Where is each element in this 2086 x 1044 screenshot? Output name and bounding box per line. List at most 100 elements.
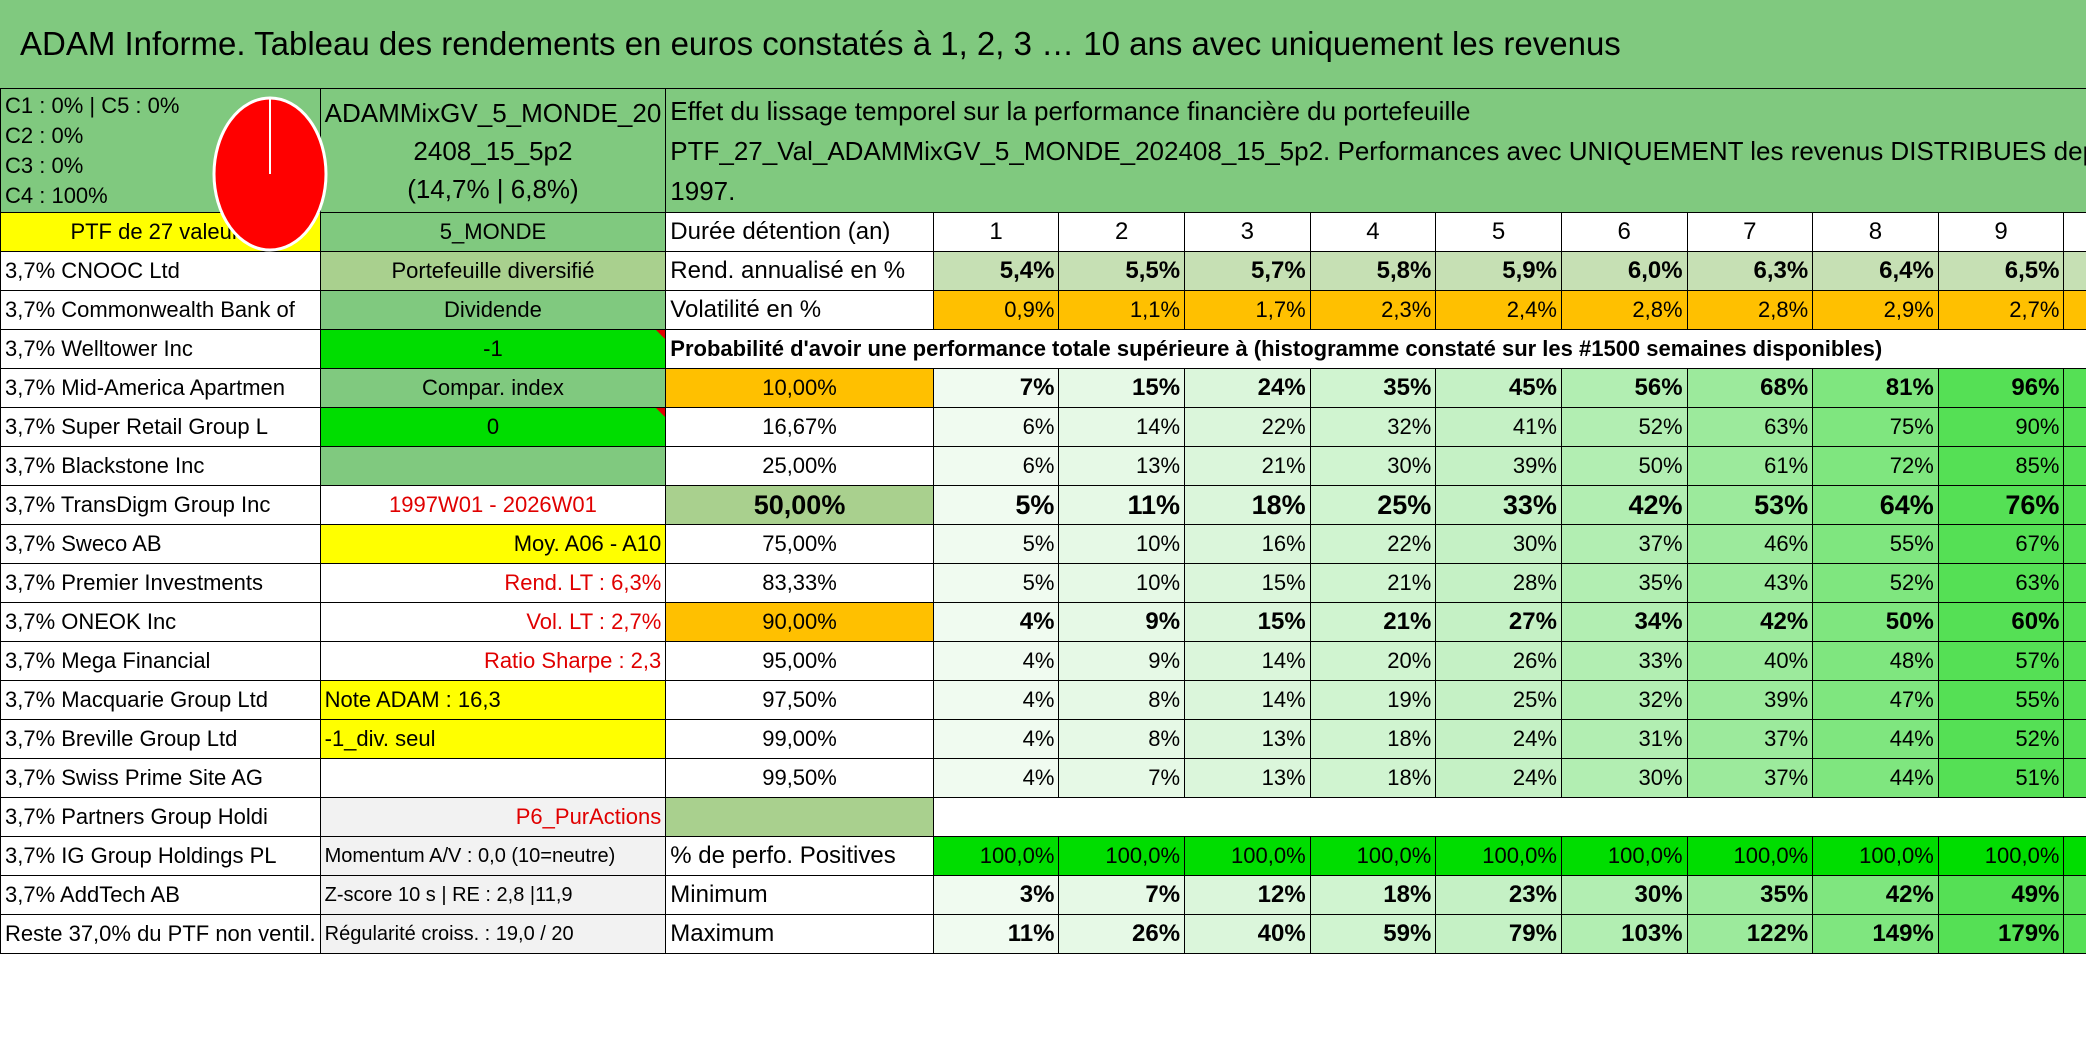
volatility-value: 2,4% — [2063, 290, 2086, 330]
probability-value: 40% — [1686, 641, 1814, 681]
probability-value: 8% — [1058, 680, 1186, 720]
minimum-value: 3% — [932, 875, 1060, 915]
table-row: 3,7% ONEOK Inc Vol. LT : 2,7% 90,00% 4% 9% 15… — [0, 602, 2086, 642]
portfolio-name-line: 2408_15_5p2 — [413, 135, 573, 166]
probability-value: 37% — [1560, 524, 1688, 564]
probability-value: 48% — [1812, 641, 1939, 681]
probability-value: 50% — [1560, 446, 1688, 486]
minimum-value: 7% — [1058, 875, 1186, 915]
portfolio-name-line: ADAMMixGV_5_MONDE_20 — [324, 97, 662, 128]
probability-value: 90% — [1937, 407, 2065, 447]
probability-value: 22% — [1309, 524, 1437, 564]
probability-value: 21% — [1184, 446, 1311, 486]
maximum-value: 122% — [1686, 914, 1814, 954]
volatility-value: 1,1% — [1058, 290, 1186, 330]
blank-cell — [319, 446, 667, 486]
portfolio-name-line: (14,7% | 6,8%) — [407, 173, 579, 204]
probability-value: 11% — [1058, 485, 1186, 525]
probability-threshold: 10,00% — [665, 368, 934, 408]
positive-value: 100,0% — [1435, 836, 1562, 876]
probability-value: 18% — [1309, 758, 1437, 798]
probability-value: 39% — [1686, 680, 1814, 720]
probability-value: 42% — [1686, 602, 1814, 642]
probability-threshold: 99,00% — [665, 719, 934, 759]
probability-value: 27% — [1435, 602, 1562, 642]
probability-value: 31% — [1560, 719, 1688, 759]
probability-value: 20% — [1309, 641, 1437, 681]
probability-value: 41% — [1435, 407, 1562, 447]
probability-value: 72% — [1812, 446, 1939, 486]
maximum-value: 59% — [1309, 914, 1437, 954]
probability-value: 59% — [2063, 758, 2086, 798]
probability-value: 19% — [1309, 680, 1437, 720]
average-window: Moy. A06 - A10 — [319, 524, 667, 564]
year-header: 8 — [1812, 212, 1939, 252]
return-value: 6,4% — [1812, 251, 1939, 291]
probability-value: 26% — [1435, 641, 1562, 681]
probability-threshold: 99,50% — [665, 758, 934, 798]
adam-score: Note ADAM : 16,3 — [319, 680, 667, 720]
long-term-return: Rend. LT : 6,3% — [319, 563, 667, 603]
probability-value: 75% — [1812, 407, 1939, 447]
blank-cell — [933, 798, 2086, 837]
table-row: 3,7% CNOOC Ltd Portefeuille diversifié Ren… — [0, 251, 2086, 291]
probability-value: 57% — [1937, 641, 2065, 681]
probability-value: 34% — [1560, 602, 1688, 642]
class-line: C1 : 0% | C5 : 0% — [5, 92, 180, 118]
probability-threshold: 95,00% — [665, 641, 934, 681]
table-row: 3,7% Mid-America Apartmen Compar. index 10… — [0, 368, 2086, 408]
positive-value: 100,0% — [2063, 836, 2086, 876]
probability-value: 60% — [2063, 719, 2086, 759]
probability-value: 9% — [1058, 641, 1186, 681]
portfolio-name: ADAMMixGV_5_MONDE_20 2408_15_5p2 (14,7% … — [319, 88, 667, 213]
probability-value: 43% — [1686, 563, 1814, 603]
row-label-volatility: Volatilité en % — [665, 290, 934, 330]
table-row: 3,7% IG Group Holdings PL Momentum A/V : … — [0, 836, 2086, 876]
holding-item: 3,7% IG Group Holdings PL — [0, 836, 321, 876]
probability-value: 42% — [1560, 485, 1688, 525]
probability-threshold: 97,50% — [665, 680, 934, 720]
probability-value: 35% — [1309, 368, 1437, 408]
probability-value: 4% — [932, 602, 1060, 642]
probability-value: 4% — [932, 680, 1060, 720]
probability-value: 6% — [932, 407, 1060, 447]
holding-item: 3,7% Super Retail Group L — [0, 407, 321, 447]
year-header: 2 — [1058, 212, 1186, 252]
holding-item: 3,7% Welltower Inc — [0, 329, 321, 369]
holding-item: 3,7% Premier Investments — [0, 563, 321, 603]
row-label-return: Rend. annualisé en % — [665, 251, 934, 291]
effect-description: Effet du lissage temporel sur la perform… — [665, 88, 2086, 213]
class-line: C4 : 100% — [5, 182, 108, 208]
return-value: 5,9% — [1435, 251, 1562, 291]
probability-value: 52% — [1560, 407, 1688, 447]
holding-item: 3,7% Mega Financial — [0, 641, 321, 681]
effect-line: PTF_27_Val_ADAMMixGV_5_MONDE_202408_15_5… — [670, 135, 2086, 166]
probability-value: 63% — [1686, 407, 1814, 447]
year-header: 7 — [1686, 212, 1814, 252]
return-value: 6,5% — [1937, 251, 2065, 291]
class-line: C3 : 0% — [5, 152, 84, 178]
probability-value: 76% — [1937, 485, 2065, 525]
probability-threshold: 90,00% — [665, 602, 934, 642]
probability-value: 89% — [2063, 485, 2086, 525]
year-header: 4 — [1309, 212, 1437, 252]
probability-value: 18% — [1309, 719, 1437, 759]
probability-value: 51% — [1937, 758, 2065, 798]
probability-threshold: 50,00% — [665, 485, 934, 525]
maximum-value: 79% — [1435, 914, 1562, 954]
minimum-value: 42% — [1812, 875, 1939, 915]
return-value: 5,8% — [1309, 251, 1437, 291]
probability-value: 112% — [2063, 368, 2086, 408]
probability-value: 45% — [1435, 368, 1562, 408]
effect-line: Effet du lissage temporel sur la perform… — [670, 95, 1471, 126]
return-value: 6,6% — [2063, 251, 2086, 291]
probability-value: 4% — [932, 641, 1060, 681]
report-title: ADAM Informe. Tableau des rendements en … — [0, 0, 2086, 88]
minimum-value: 23% — [1435, 875, 1562, 915]
maximum-value: 11% — [932, 914, 1060, 954]
table-row: 3,7% Swiss Prime Site AG 99,50% 4% 7% 13% 18%… — [0, 758, 2086, 798]
probability-threshold: 16,67% — [665, 407, 934, 447]
maximum-value: 26% — [1058, 914, 1186, 954]
effect-line: 1997. — [670, 175, 736, 206]
holding-item: 3,7% Partners Group Holdi — [0, 797, 321, 837]
